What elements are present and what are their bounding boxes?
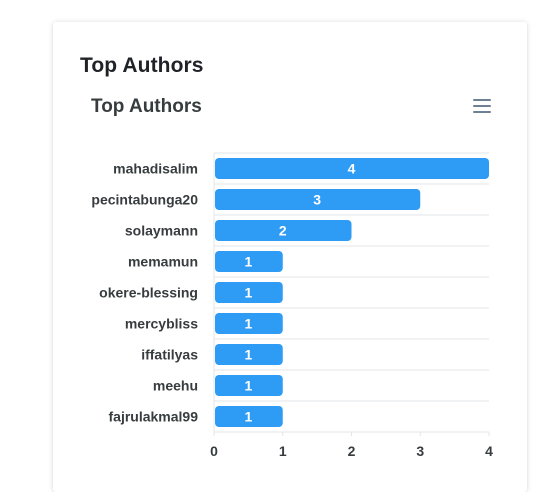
category-label: okere-blessing: [99, 285, 198, 301]
x-tick-label: 1: [279, 443, 287, 459]
bar: [215, 158, 489, 179]
category-label: pecintabunga20: [91, 192, 198, 208]
chart-title: Top Authors: [91, 96, 202, 117]
bar: [215, 313, 283, 334]
hamburger-menu-icon[interactable]: [473, 99, 491, 113]
data-label: 4: [348, 161, 356, 177]
data-label: 1: [244, 254, 252, 270]
data-label: 2: [279, 223, 287, 239]
category-label: fajrulakmal99: [109, 409, 199, 425]
category-label: solaymann: [125, 223, 198, 239]
data-label: 1: [244, 316, 252, 332]
bar: [215, 251, 283, 272]
data-label: 1: [244, 285, 252, 301]
card-title: Top Authors: [80, 54, 204, 77]
x-tick-label: 0: [210, 443, 218, 459]
category-label: memamun: [128, 254, 198, 270]
data-label: 1: [244, 347, 252, 363]
bar: [215, 375, 283, 396]
bar: [215, 406, 283, 427]
bar: [215, 282, 283, 303]
data-label: 3: [313, 192, 321, 208]
bar-chart: mahadisalim 4 pecintabunga20 3 solaymann 2 mem…: [91, 152, 493, 459]
top-authors-card: Top Authors Top Authors mahadisalim 4 peci…: [53, 22, 527, 492]
x-tick-label: 2: [348, 443, 356, 459]
data-label: 1: [244, 409, 252, 425]
bar: [215, 344, 283, 365]
bar: [215, 189, 421, 210]
x-tick-label: 3: [416, 443, 424, 459]
x-tick-label: 4: [485, 443, 493, 459]
category-label: meehu: [153, 378, 198, 394]
category-label: mercybliss: [125, 316, 198, 332]
bar: [215, 220, 352, 241]
data-label: 1: [244, 378, 252, 394]
category-label: iffatilyas: [141, 347, 198, 363]
category-label: mahadisalim: [113, 161, 198, 177]
